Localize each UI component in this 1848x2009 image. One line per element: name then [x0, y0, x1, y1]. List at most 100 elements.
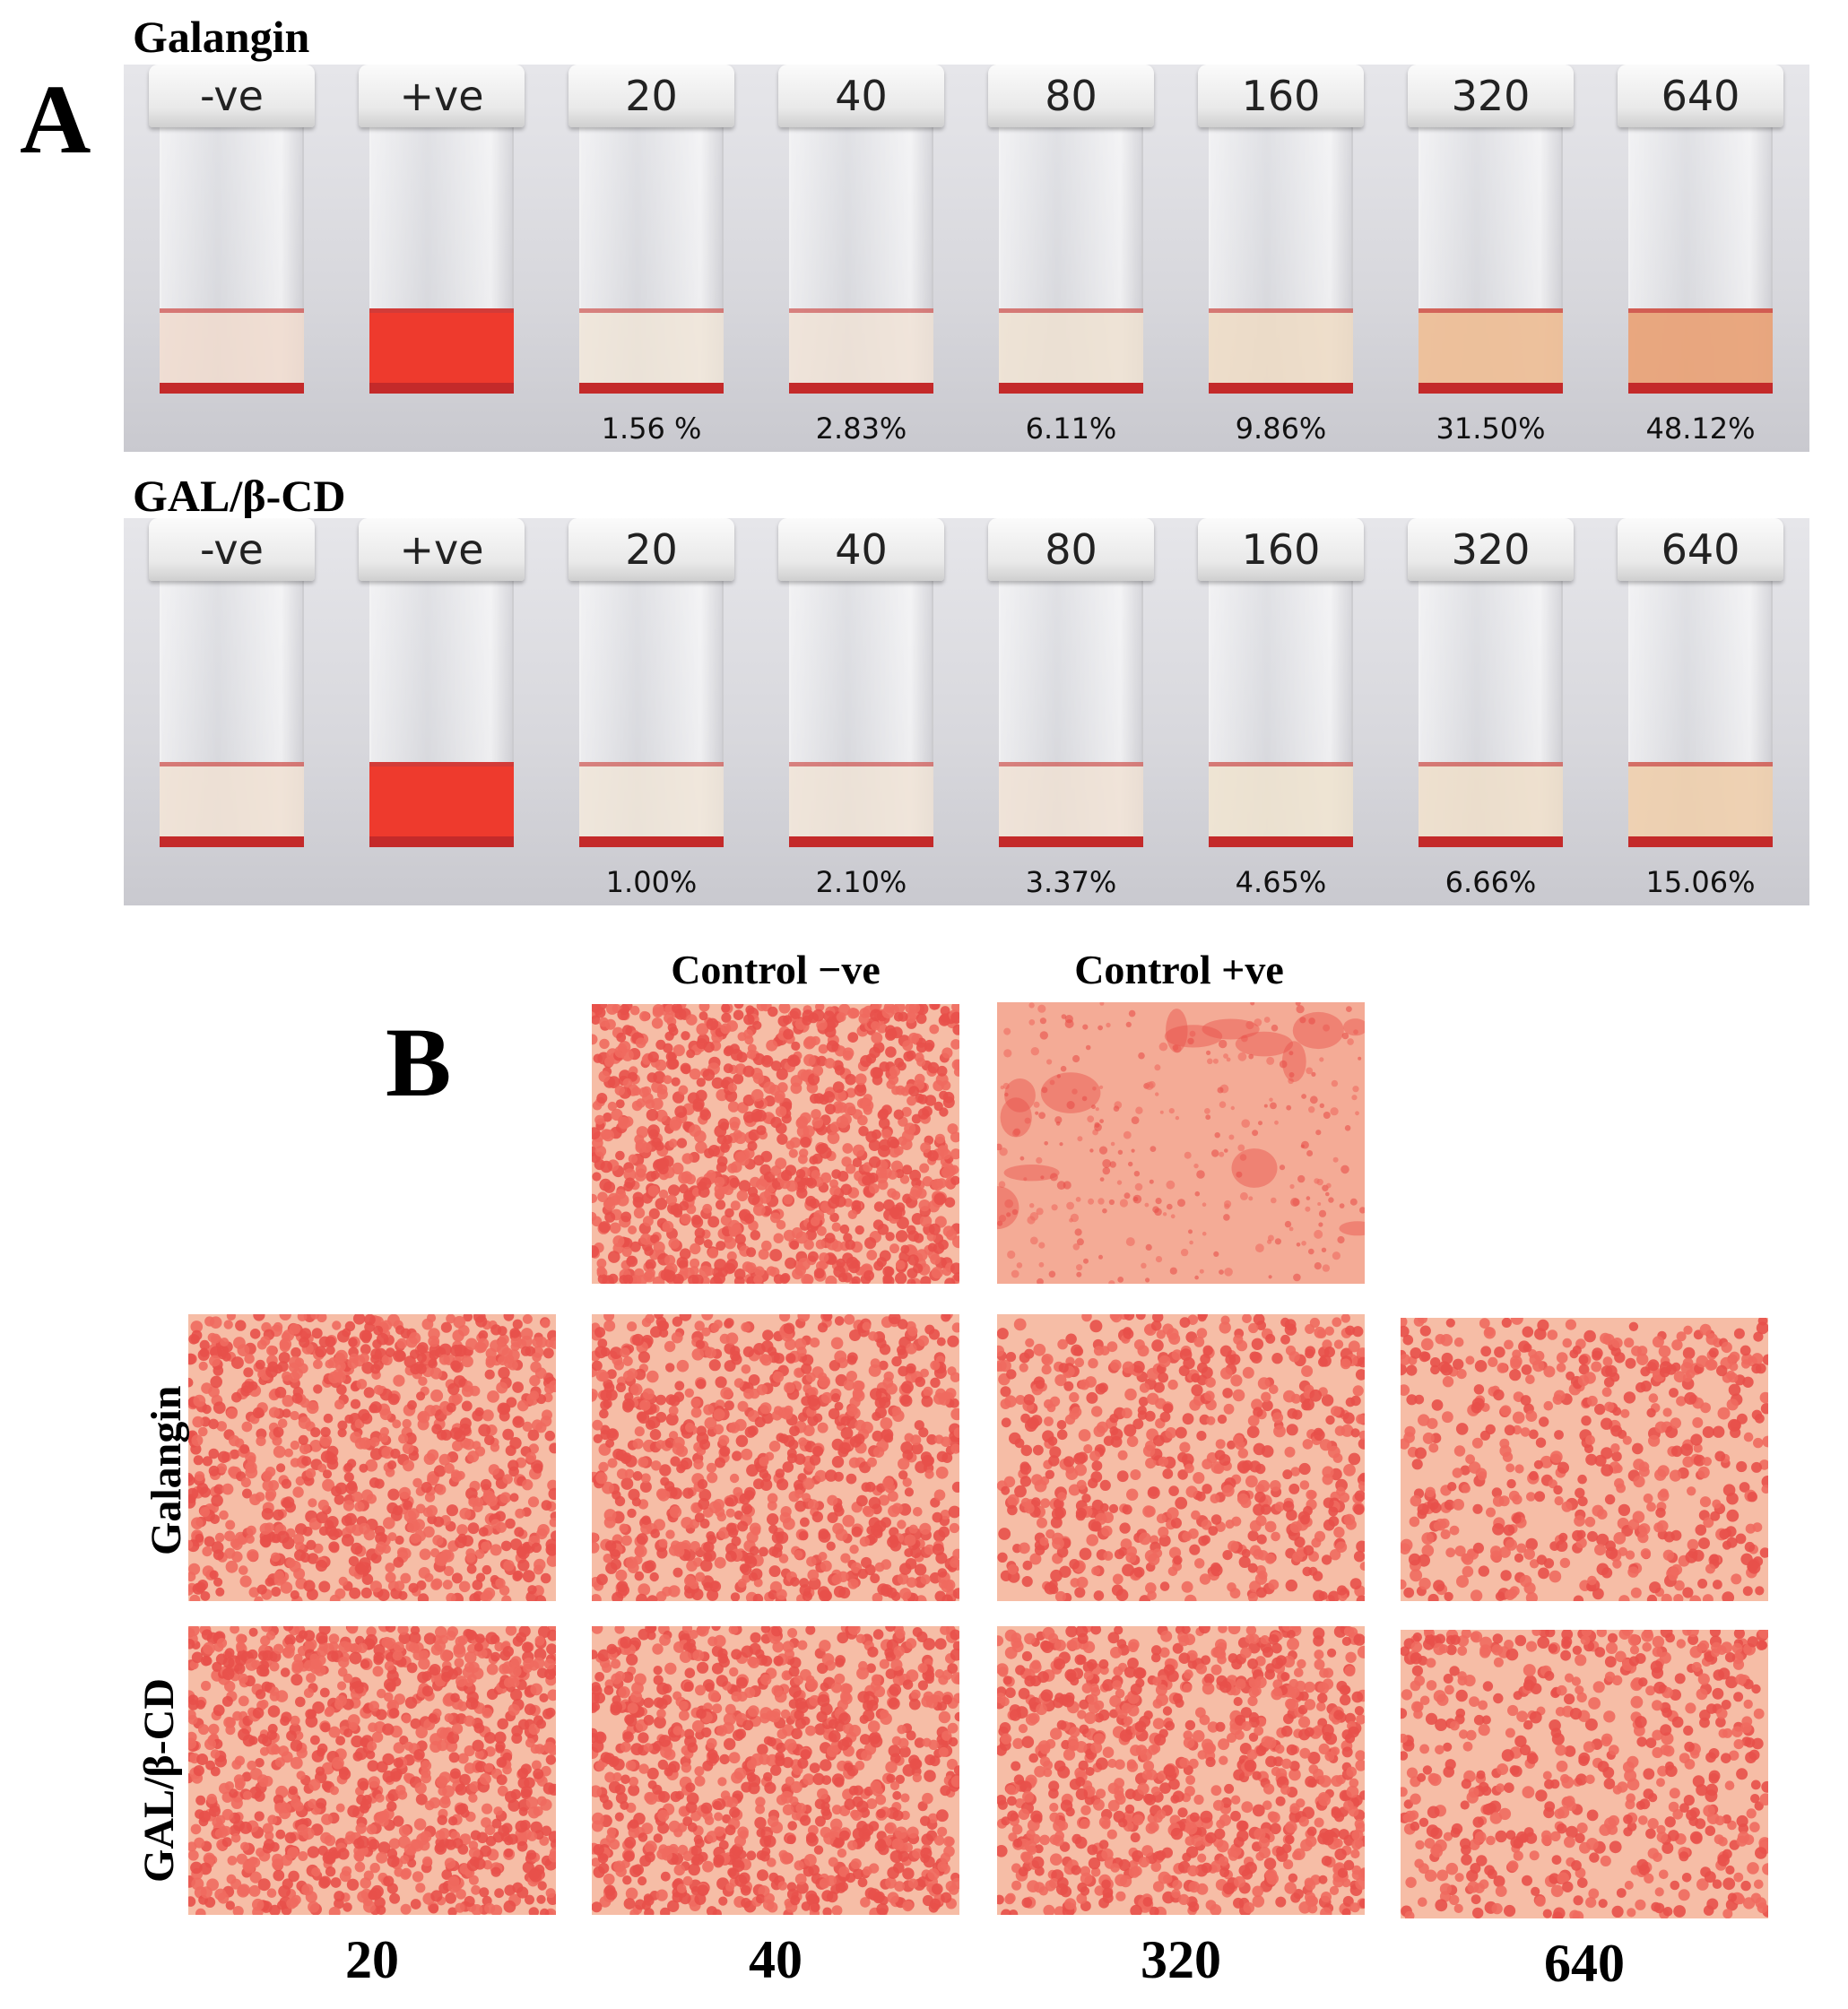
column-label-40: 40 [749, 1930, 803, 1989]
micrograph-galangin-320 [997, 1314, 1365, 1601]
rbc-field [1401, 1318, 1768, 1601]
panel-b-letter: B [386, 1008, 452, 1117]
tube-liquid [789, 308, 933, 394]
rbc-field [997, 1626, 1365, 1915]
tube-sediment [579, 836, 724, 847]
tube-sediment [789, 836, 933, 847]
tube-liquid [1628, 762, 1773, 847]
tube-160: 160 [1198, 518, 1364, 863]
tube-liquid [1628, 308, 1773, 394]
tube-cap-label: 20 [568, 518, 734, 581]
micrograph-gal-bcd-40 [592, 1626, 959, 1915]
gal-bcd-tube-strip: -ve +ve 20 1.00% 40 2.10% 80 3.37% 160 4.65% 320 6.… [124, 518, 1809, 905]
micrograph-galangin-40 [592, 1314, 959, 1601]
micrograph-control-positive [997, 1002, 1365, 1284]
row-label-gal-bcd: GAL/β-CD [135, 1678, 183, 1883]
tube-cap-label: 160 [1198, 65, 1364, 127]
tube-cap-label: -ve [149, 518, 315, 581]
hemolysis-percent: 3.37% [1025, 865, 1117, 899]
rbc-field [592, 1314, 959, 1601]
rbc-field [188, 1314, 556, 1601]
tube-160: 160 [1198, 65, 1364, 410]
tube-cap-label: 80 [988, 65, 1154, 127]
rbc-field [997, 1002, 1365, 1284]
control-positive-label: Control +ve [1074, 947, 1284, 992]
column-label-640: 640 [1544, 1934, 1625, 1993]
tube-sediment [999, 836, 1143, 847]
tube-ve: -ve [149, 518, 315, 863]
tube-ve: +ve [359, 518, 525, 863]
tube-cap-label: 320 [1408, 518, 1574, 581]
hemolysis-percent: 15.06% [1645, 865, 1756, 899]
tube-liquid [579, 762, 724, 847]
tube-cap-label: 20 [568, 65, 734, 127]
hemolysis-percent: 6.11% [1025, 411, 1117, 446]
tube-liquid [789, 762, 933, 847]
panel-a-letter: A [20, 65, 91, 174]
tube-sediment [1628, 836, 1773, 847]
tube-sediment [999, 383, 1143, 394]
tube-80: 80 [988, 65, 1154, 410]
tube-cap-label: 80 [988, 518, 1154, 581]
tube-cap-label: 640 [1618, 518, 1783, 581]
hemolysis-percent: 48.12% [1645, 411, 1756, 446]
tube-sediment [369, 383, 514, 394]
tube-640: 640 [1618, 65, 1783, 410]
tube-liquid [160, 308, 304, 394]
hemolysis-percent: 2.83% [815, 411, 907, 446]
tube-liquid [999, 762, 1143, 847]
tube-sediment [1209, 383, 1353, 394]
tube-sediment [1628, 383, 1773, 394]
hemolysis-percent: 1.00% [605, 865, 698, 899]
tube-liquid [1209, 762, 1353, 847]
rbc-field [592, 1626, 959, 1915]
gal-bcd-row-title: GAL/β-CD [133, 471, 346, 521]
tube-sediment [369, 836, 514, 847]
galangin-tube-strip: -ve +ve 20 1.56 % 40 2.83% 80 6.11% 160 9.86% 320 3… [124, 65, 1809, 452]
tube-cap-label: -ve [149, 65, 315, 127]
tube-640: 640 [1618, 518, 1783, 863]
hemolysis-percent: 31.50% [1436, 411, 1546, 446]
tube-40: 40 [778, 518, 944, 863]
tube-cap-label: 40 [778, 65, 944, 127]
tube-sediment [1209, 836, 1353, 847]
tube-sediment [789, 383, 933, 394]
micrograph-gal-bcd-640 [1401, 1630, 1768, 1918]
tube-liquid [579, 308, 724, 394]
micrograph-galangin-640 [1401, 1318, 1768, 1601]
rbc-field [997, 1314, 1365, 1601]
tube-liquid [160, 762, 304, 847]
column-label-320: 320 [1141, 1930, 1221, 1989]
column-label-20: 20 [345, 1930, 399, 1989]
tube-liquid [999, 308, 1143, 394]
micrograph-galangin-20 [188, 1314, 556, 1601]
tube-cap-label: 320 [1408, 65, 1574, 127]
tube-cap-label: +ve [359, 65, 525, 127]
tube-ve: +ve [359, 65, 525, 410]
hemolysis-percent: 9.86% [1235, 411, 1327, 446]
tube-liquid [1419, 308, 1563, 394]
tube-liquid [1419, 762, 1563, 847]
tube-liquid [369, 308, 514, 394]
rbc-field [188, 1626, 556, 1915]
galangin-row-title: Galangin [133, 12, 310, 62]
hemolysis-percent: 4.65% [1235, 865, 1327, 899]
rbc-field [1401, 1630, 1768, 1918]
tube-20: 20 [568, 518, 734, 863]
tube-sediment [160, 383, 304, 394]
tube-320: 320 [1408, 65, 1574, 410]
micrograph-gal-bcd-320 [997, 1626, 1365, 1915]
control-negative-label: Control −ve [671, 947, 881, 992]
micrograph-control-negative [592, 1004, 959, 1284]
tube-ve: -ve [149, 65, 315, 410]
hemolysis-percent: 2.10% [815, 865, 907, 899]
hemolysis-percent: 1.56 % [601, 411, 702, 446]
tube-cap-label: 640 [1618, 65, 1783, 127]
tube-liquid [369, 762, 514, 847]
hemolysis-percent: 6.66% [1445, 865, 1537, 899]
tube-320: 320 [1408, 518, 1574, 863]
tube-sediment [1419, 836, 1563, 847]
tube-cap-label: 160 [1198, 518, 1364, 581]
tube-sediment [1419, 383, 1563, 394]
tube-liquid [1209, 308, 1353, 394]
